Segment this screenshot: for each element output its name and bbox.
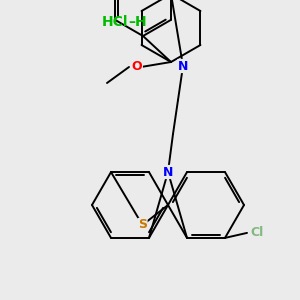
Text: HCl: HCl <box>101 15 128 29</box>
Text: –H: –H <box>128 15 147 29</box>
Text: S: S <box>138 218 147 232</box>
Text: N: N <box>163 166 173 178</box>
Text: N: N <box>178 59 188 73</box>
Text: O: O <box>132 61 142 74</box>
Text: Cl: Cl <box>250 226 264 239</box>
